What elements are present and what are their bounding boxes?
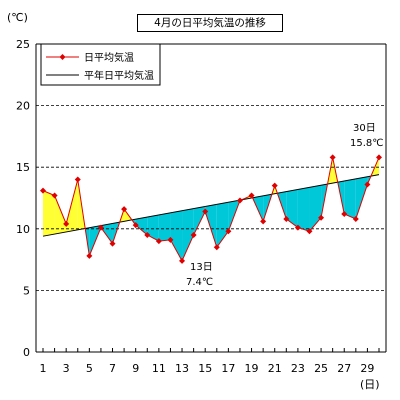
y-tick-label-10: 10 [16,223,30,236]
below-normal-fill [135,217,148,235]
temperature-deviation-fills [43,157,379,261]
data-point-day-4 [74,176,81,183]
x-tick-label-19: 19 [245,362,259,375]
data-point-day-27 [341,211,348,218]
data-point-day-16 [213,244,220,251]
data-point-day-5 [86,252,93,259]
x-tick-label-5: 5 [86,362,93,375]
daily-temperature-line [42,157,380,262]
annotation-max-value: 15.8℃ [350,138,384,149]
above-normal-fill [43,190,55,237]
annotations: 13日 7.4℃ 30日 15.8℃ [186,123,384,288]
below-normal-fill [344,178,356,219]
data-point-day-22 [283,215,290,222]
y-tick-label-15: 15 [16,161,30,174]
data-point-day-7 [109,240,116,247]
legend-box [40,43,161,86]
data-point-day-11 [155,238,162,245]
above-normal-fill [54,195,67,235]
data-point-day-6 [97,224,104,231]
data-point-day-24 [306,228,313,235]
legend-daily-label: 日平均気温 [84,51,134,64]
data-point-day-19 [248,192,255,199]
data-point-day-20 [260,218,267,225]
data-point-day-12 [167,236,174,243]
x-tick-label-11: 11 [152,362,166,375]
below-normal-fill [205,204,217,248]
data-point-day-23 [294,224,301,231]
legend-normal-label: 平年日平均気温 [84,69,154,82]
legend: 日平均気温 平年日平均気温 [40,43,161,86]
below-normal-fill [193,206,206,235]
below-normal-fill [170,210,183,261]
axes [35,43,387,353]
y-tick-label-0: 0 [23,346,30,359]
x-tick-label-21: 21 [268,362,282,375]
below-normal-fill [286,189,298,228]
data-point-day-13 [179,257,186,264]
daily-temperature-series [40,154,382,264]
data-point-day-1 [40,187,46,194]
x-tick-label-17: 17 [221,362,235,375]
x-tick-label-25: 25 [314,362,328,375]
data-point-day-28 [352,215,359,222]
normal-temperature-line [42,174,380,237]
data-point-day-9 [132,222,139,229]
data-point-day-30 [376,154,382,161]
below-normal-fill [147,214,159,242]
below-normal-fill [216,202,229,248]
data-point-day-17 [225,228,232,235]
data-point-day-25 [318,214,325,221]
x-axis-label: (日) [360,378,380,391]
above-normal-fill [66,179,78,232]
x-tick-label-27: 27 [337,362,351,375]
data-point-day-21 [271,182,278,189]
data-point-day-29 [364,181,371,188]
below-normal-fill [309,185,322,232]
data-point-day-15 [202,208,209,215]
x-tick-label-7: 7 [109,362,116,375]
y-tick-label-25: 25 [16,38,30,51]
x-tick-label-1: 1 [40,362,47,375]
below-normal-fill [158,212,171,242]
normal-temperature-line-group [42,174,380,237]
annotation-max-day: 30日 [353,123,376,134]
y-tick-label-5: 5 [23,284,30,297]
data-point-day-10 [144,231,151,238]
y-axis-label: (℃) [7,11,28,24]
y-tick-label-20: 20 [16,100,30,113]
x-tick-label-23: 23 [291,362,305,375]
data-point-day-14 [190,231,197,238]
x-tick-label-3: 3 [63,362,70,375]
data-point-day-26 [329,154,336,161]
data-point-day-3 [63,220,70,227]
x-tick-label-13: 13 [175,362,189,375]
annotation-min-value: 7.4℃ [186,277,213,288]
below-normal-fill [182,208,194,261]
below-normal-fill [355,176,368,219]
legend-daily-marker [59,54,66,60]
x-tick-label-15: 15 [198,362,212,375]
data-point-day-8 [121,206,128,213]
data-point-day-2 [51,192,58,199]
x-tick-label-29: 29 [360,362,374,375]
x-tick-label-9: 9 [132,362,139,375]
annotation-min-day: 13日 [190,262,213,273]
below-normal-fill [297,187,310,232]
chart-title: 4月の日平均気温の推移 [137,14,283,32]
data-point-day-18 [236,197,243,204]
